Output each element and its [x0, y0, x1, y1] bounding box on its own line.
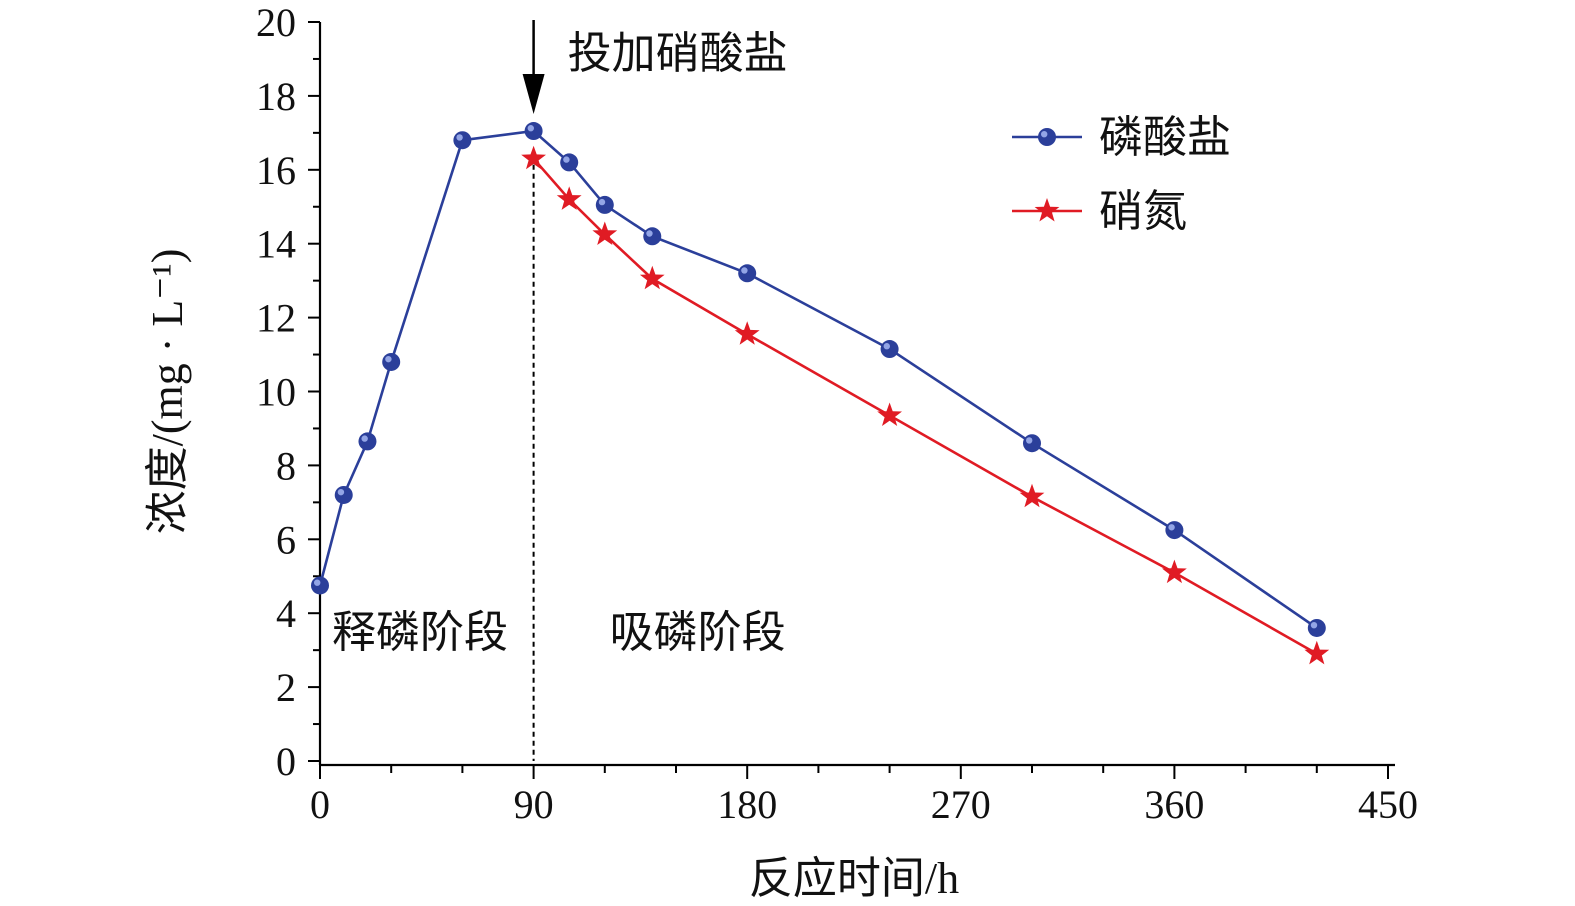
series-layer [311, 122, 1330, 665]
x-tick-label: 360 [1144, 782, 1204, 827]
x-tick-label: 180 [717, 782, 777, 827]
legend-label: 磷酸盐 [1099, 113, 1231, 162]
y-tick-label: 4 [276, 591, 296, 636]
data-point-1 [734, 321, 760, 345]
y-tick-label: 20 [256, 0, 296, 45]
y-tick-label: 14 [256, 222, 296, 267]
data-point-0 [738, 264, 757, 283]
data-point-1 [556, 186, 582, 210]
legend-label: 硝氮 [1099, 187, 1187, 236]
x-axis-title: 反应时间/h [749, 854, 959, 903]
x-tick-label: 450 [1358, 782, 1418, 827]
data-point-0 [311, 576, 329, 595]
y-tick-label: 12 [256, 296, 296, 341]
data-point-1 [1304, 640, 1330, 665]
series-line-0 [318, 129, 1318, 630]
data-point-0 [880, 340, 899, 359]
y-tick-label: 0 [276, 739, 296, 784]
y-tick-label: 8 [276, 443, 296, 488]
data-point-0 [1023, 434, 1041, 453]
x-tick-label: 0 [310, 782, 330, 827]
y-axis-title: 浓度/(mg · L⁻¹) [143, 249, 192, 535]
data-point-0 [334, 485, 353, 504]
y-tick-label: 16 [256, 148, 296, 193]
data-point-1 [592, 221, 618, 245]
data-point-1 [877, 402, 902, 426]
x-tick-label: 90 [514, 782, 554, 827]
x-tick-label: 270 [931, 782, 991, 827]
legend-marker [1038, 128, 1056, 146]
data-point-0 [1165, 521, 1184, 540]
nitrate-arrow-icon [522, 20, 545, 114]
data-point-0 [595, 195, 614, 214]
data-point-0 [560, 153, 579, 172]
data-point-1 [1019, 483, 1045, 508]
data-point-1 [521, 145, 546, 170]
legend-marker [1034, 198, 1060, 222]
data-point-0 [453, 131, 472, 150]
data-point-0 [524, 122, 543, 141]
data-point-0 [643, 227, 662, 246]
uptake-phase-label: 吸磷阶段 [610, 608, 786, 657]
data-point-1 [639, 265, 665, 290]
axis-ticks: 0 2 4 6 8 10 12 14 16 18 20 0 90 180 270 360 450 [256, 0, 1418, 827]
data-point-0 [1307, 618, 1326, 637]
y-tick-label: 2 [276, 665, 296, 710]
nitrate-addition-label: 投加硝酸盐 [568, 29, 788, 78]
data-point-0 [358, 432, 377, 451]
y-tick-label: 6 [276, 517, 296, 562]
y-tick-label: 10 [256, 370, 296, 415]
data-point-1 [1162, 559, 1187, 584]
release-phase-label: 释磷阶段 [332, 608, 508, 657]
data-point-0 [382, 352, 401, 371]
y-tick-label: 18 [256, 74, 296, 119]
